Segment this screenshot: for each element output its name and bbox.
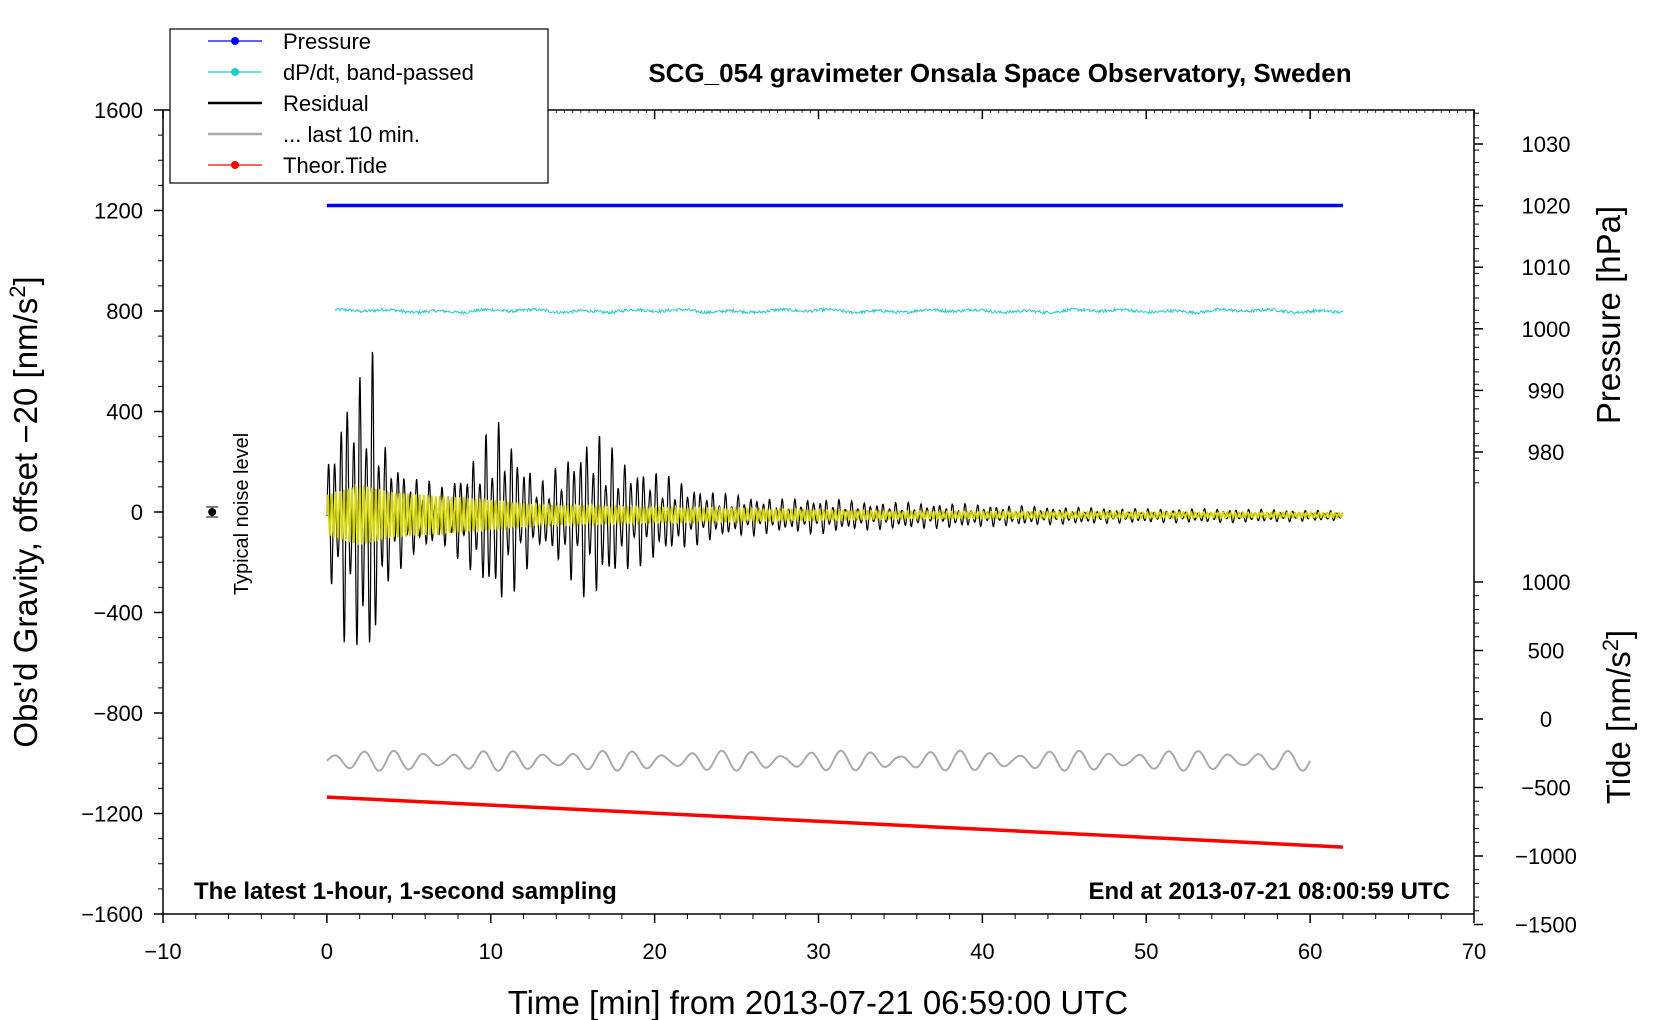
legend-swatch-marker [231, 68, 239, 76]
y-left-tick-label: −400 [93, 601, 143, 626]
y-pressure-tick-label: 1000 [1522, 317, 1571, 342]
annotation-left: The latest 1-hour, 1-second sampling [194, 878, 617, 905]
y-left-tick-label: −1200 [81, 802, 143, 827]
chart-title: SCG_054 gravimeter Onsala Space Observat… [648, 58, 1351, 88]
y-axis-label-pressure: Pressure [hPa] [1590, 206, 1627, 424]
x-axis-label: Time [min] from 2013-07-21 06:59:00 UTC [508, 984, 1129, 1020]
legend-swatch-marker [231, 161, 239, 169]
y-left-tick-label: 0 [131, 500, 143, 525]
y-pressure-tick-label: 990 [1528, 378, 1565, 403]
legend-label: Residual [283, 91, 369, 116]
noise-marker-point [208, 508, 217, 516]
series-theoretical-tide-line [326, 795, 1343, 849]
legend: Pressure dP/dt, band-passed Residual ... la… [169, 28, 549, 184]
y-tide-tick-label: −1000 [1515, 844, 1577, 869]
y-left-tick-label: 1200 [94, 199, 143, 224]
y-tide-tick-label: −1500 [1515, 913, 1577, 938]
x-tick-label: −10 [144, 939, 181, 964]
ticks-layer: −10 0 10 20 30 40 50 60 70160012008004000−400−80… [81, 98, 1577, 964]
x-tick-label: 70 [1462, 939, 1486, 964]
legend-label: ... last 10 min. [283, 122, 420, 147]
x-tick-label: 50 [1134, 939, 1158, 964]
y-tide-tick-label: 500 [1528, 639, 1565, 664]
y-left-tick-label: −800 [93, 701, 143, 726]
y-axis-label-tide-sup: 2 [1598, 639, 1623, 651]
y-tide-tick-label: 1000 [1522, 570, 1571, 595]
y-axis-label-left-sup: 2 [5, 286, 30, 298]
series-last10min-line [326, 749, 1312, 772]
x-tick-label: 10 [479, 939, 503, 964]
noise-level-label: Typical noise level [231, 433, 253, 595]
y-axis-label-tide-main: Tide [nm/s [1600, 651, 1637, 804]
y-left-tick-label: 400 [106, 400, 143, 425]
y-axis-label-tide-tail: ] [1600, 630, 1637, 639]
legend-label: Pressure [283, 29, 371, 54]
legend-swatch-marker [231, 37, 239, 45]
y-axis-label-left-tail: ] [7, 276, 44, 285]
legend-label: dP/dt, band-passed [283, 60, 474, 85]
x-tick-label: 20 [642, 939, 666, 964]
annotation-right: End at 2013-07-21 08:00:59 UTC [1089, 878, 1451, 905]
x-tick-label: 30 [806, 939, 830, 964]
y-pressure-tick-label: 1030 [1522, 132, 1571, 157]
y-left-tick-label: 800 [106, 299, 143, 324]
y-pressure-tick-label: 1020 [1522, 194, 1571, 219]
x-tick-label: 40 [970, 939, 994, 964]
y-tide-tick-label: 0 [1540, 707, 1552, 732]
y-axis-label-left: Obs'd Gravity, offset −20 [nm/s2] [5, 276, 44, 747]
y-axis-label-tide: Tide [nm/s2] [1598, 630, 1637, 804]
legend-label: Theor.Tide [283, 153, 387, 178]
y-axis-label-left-main: Obs'd Gravity, offset −20 [nm/s [7, 298, 44, 748]
legend-box [169, 28, 549, 184]
x-tick-label: 0 [321, 939, 333, 964]
y-pressure-tick-label: 1010 [1522, 255, 1571, 280]
y-tide-tick-label: −500 [1521, 776, 1571, 801]
series-dpdt-line [334, 306, 1344, 316]
y-left-tick-label: 1600 [94, 98, 143, 123]
series-residual-bandpassed-line [326, 483, 1344, 546]
x-tick-label: 60 [1298, 939, 1322, 964]
series-layer [206, 203, 1344, 849]
series-residual-line [326, 351, 1344, 646]
y-pressure-tick-label: 980 [1528, 440, 1565, 465]
y-left-tick-label: −1600 [81, 902, 143, 927]
